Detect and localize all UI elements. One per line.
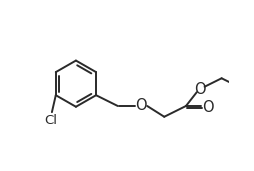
Text: O: O xyxy=(203,100,214,115)
Text: Cl: Cl xyxy=(45,114,58,127)
Text: O: O xyxy=(135,98,147,114)
Text: O: O xyxy=(194,82,206,97)
